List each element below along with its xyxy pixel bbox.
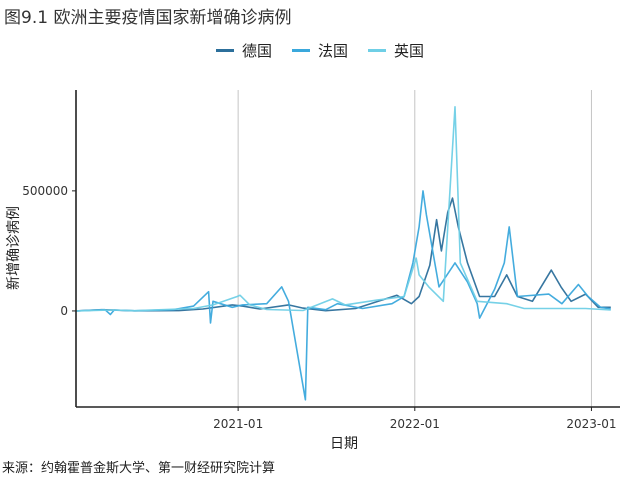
series-line-2 (75, 106, 611, 312)
x-axis-title: 日期 (330, 436, 358, 452)
axes (75, 90, 620, 408)
series-line-0 (75, 197, 611, 312)
legend-item-uk: 英国 (368, 40, 424, 61)
x-tick-label-2: 2023-01 (566, 417, 616, 431)
legend-swatch-germany (215, 49, 234, 52)
legend-label-france: 法国 (317, 42, 348, 60)
y-axis-title: 新增确诊病例 (6, 206, 22, 290)
legend-swatch-france (291, 49, 310, 52)
legend-label-germany: 德国 (241, 42, 272, 60)
figure-title: 图9.1 欧洲主要疫情国家新增确诊病例 (4, 8, 292, 28)
y-tick-label-0: 0 (60, 304, 68, 318)
series-layer (75, 106, 611, 401)
y-tick-label-1: 500000 (22, 184, 68, 198)
legend-item-france: 法国 (291, 40, 348, 61)
legend-swatch-uk (368, 49, 386, 52)
x-tick-label-0: 2021-01 (213, 417, 263, 431)
legend: 德国 法国 英国 (0, 40, 640, 61)
source-note: 来源：约翰霍普金斯大学、第一财经研究院计算 (2, 461, 276, 476)
legend-item-germany: 德国 (215, 40, 272, 61)
legend-label-uk: 英国 (394, 42, 425, 60)
x-tick-label-1: 2022-01 (390, 417, 440, 431)
series-line-1 (75, 190, 611, 401)
tick-layer: 2021-01 2022-01 2023-01 0 500000 (22, 184, 616, 431)
